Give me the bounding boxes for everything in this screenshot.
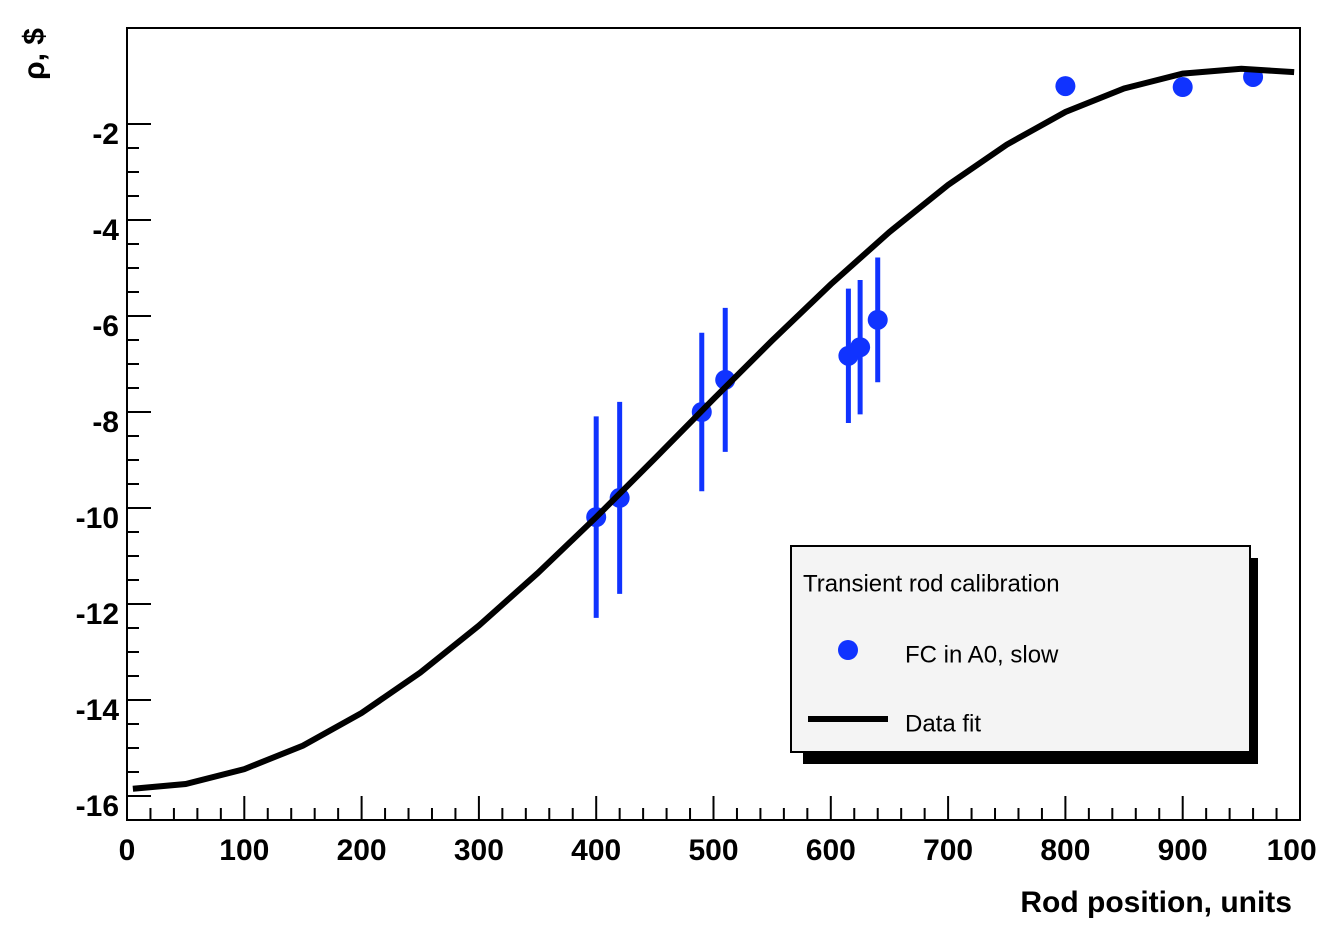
y-axis-title: ρ, $ — [18, 28, 51, 80]
y-tick-label: -6 — [92, 310, 119, 343]
data-point — [867, 309, 888, 330]
legend-label: Data fit — [905, 710, 981, 737]
data-point — [850, 337, 871, 358]
y-tick-label: -4 — [92, 214, 119, 247]
y-tick-label: -12 — [76, 598, 119, 631]
x-tick-label: 600 — [806, 834, 856, 867]
x-tick-label: 1000 — [1267, 834, 1317, 867]
y-tick-label: -10 — [76, 502, 119, 535]
x-tick-label: 0 — [119, 834, 136, 867]
legend: Transient rod calibration FC in A0, slow… — [790, 545, 1258, 764]
x-axis-title: Rod position, units — [1020, 886, 1292, 919]
x-tick-label: 500 — [688, 834, 738, 867]
fit-line — [132, 65, 1295, 792]
legend-title: Transient rod calibration — [803, 570, 1060, 597]
x-tick-label: 300 — [454, 834, 504, 867]
y-tick-label: -8 — [92, 406, 119, 439]
y-tick-label: -2 — [92, 118, 119, 151]
y-tick-label: -16 — [76, 790, 119, 823]
x-tick-label: 200 — [337, 834, 387, 867]
x-tick-label: 900 — [1158, 834, 1208, 867]
x-tick-label: 400 — [571, 834, 621, 867]
data-point — [1055, 76, 1076, 97]
legend-label: FC in A0, slow — [905, 641, 1059, 668]
x-tick-label: 100 — [219, 834, 269, 867]
x-tick-label: 800 — [1040, 834, 1090, 867]
legend-marker — [838, 640, 858, 660]
y-tick-label: -14 — [76, 694, 120, 727]
data-point — [1172, 77, 1193, 98]
x-tick-label: 700 — [923, 834, 973, 867]
